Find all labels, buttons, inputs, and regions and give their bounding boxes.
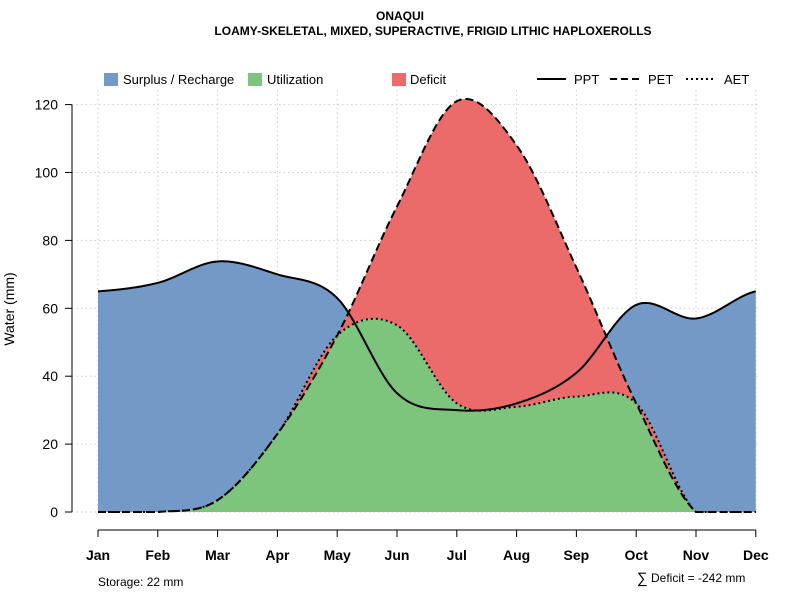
y-tick-label-20: 20	[42, 436, 58, 452]
legend-label-deficit: Deficit	[410, 72, 447, 87]
x-tick-label-sep: Sep	[564, 547, 590, 563]
y-axis-label: Water (mm)	[1, 272, 17, 345]
y-tick-label-0: 0	[50, 504, 58, 520]
legend-label-aet: AET	[724, 72, 749, 87]
x-tick-label-apr: Apr	[265, 547, 290, 563]
x-tick-label-nov: Nov	[683, 547, 710, 563]
axes: 0 20 40 60 80 100 120 Jan Feb Mar Apr May Jun Jul Aug S…	[35, 97, 769, 563]
legend-label-utilization: Utilization	[267, 72, 323, 87]
x-tick-label-oct: Oct	[625, 547, 649, 563]
x-tick-label-aug: Aug	[503, 547, 530, 563]
y-tick-label-60: 60	[42, 300, 58, 316]
deficit-region	[98, 98, 756, 512]
chart-subtitle: LOAMY-SKELETAL, MIXED, SUPERACTIVE, FRIG…	[214, 24, 651, 38]
legend-swatch-deficit	[392, 73, 406, 86]
y-tick-label-120: 120	[35, 97, 59, 113]
chart-title: ONAQUI	[376, 9, 424, 23]
series-line-ppt	[97, 260, 757, 412]
deficit-sum-symbol: ∑	[637, 570, 648, 587]
fill-regions	[98, 98, 756, 512]
y-tick-label-80: 80	[42, 232, 58, 248]
utilization-region	[98, 318, 756, 512]
legend: Surplus / Recharge Utilization Deficit P…	[104, 72, 749, 87]
x-tick-label-mar: Mar	[205, 547, 230, 563]
x-tick-label-jun: Jun	[385, 547, 410, 563]
deficit-note: Deficit = -242 mm	[651, 571, 745, 585]
legend-label-pet: PET	[648, 72, 673, 87]
legend-swatch-utilization	[248, 73, 262, 86]
legend-swatch-surplus	[104, 73, 118, 86]
y-tick-label-100: 100	[35, 165, 59, 181]
x-tick-label-may: May	[324, 547, 351, 563]
x-tick-label-dec: Dec	[743, 547, 769, 563]
y-tick-label-40: 40	[42, 368, 58, 384]
x-tick-label-jul: Jul	[447, 547, 467, 563]
surplus-region	[98, 98, 756, 512]
series-lines	[97, 97, 757, 513]
x-tick-label-jan: Jan	[86, 547, 110, 563]
legend-label-ppt: PPT	[574, 72, 599, 87]
storage-note: Storage: 22 mm	[98, 575, 183, 589]
series-line-aet	[98, 317, 756, 513]
x-tick-label-feb: Feb	[145, 547, 170, 563]
legend-label-surplus: Surplus / Recharge	[123, 72, 234, 87]
